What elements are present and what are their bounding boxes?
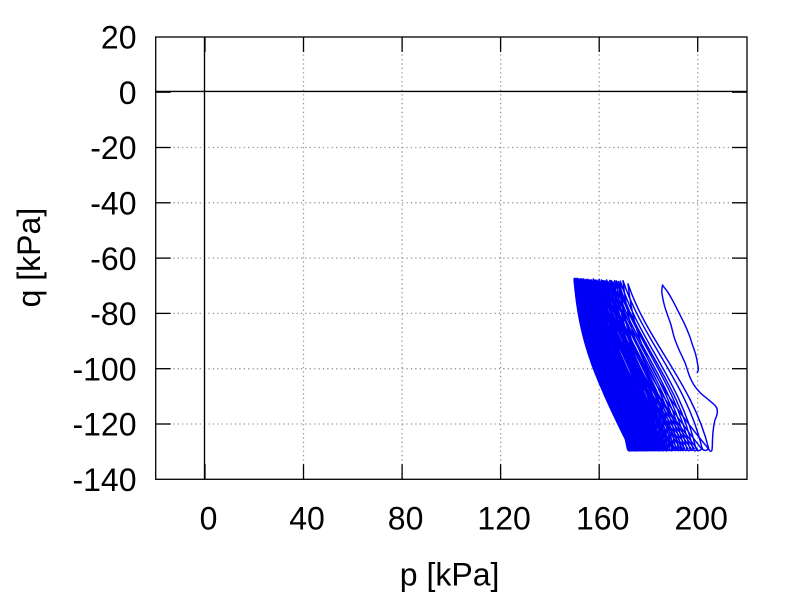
svg-text:q [kPa]: q [kPa] (11, 208, 47, 308)
svg-text:-120: -120 (72, 407, 136, 443)
svg-text:0: 0 (119, 75, 137, 111)
svg-text:-20: -20 (90, 130, 136, 166)
svg-text:160: 160 (576, 501, 629, 537)
svg-text:80: 80 (388, 501, 424, 537)
svg-text:-40: -40 (90, 186, 136, 222)
svg-text:120: 120 (477, 501, 530, 537)
svg-text:-140: -140 (72, 462, 136, 498)
svg-text:-60: -60 (90, 241, 136, 277)
svg-text:20: 20 (101, 20, 137, 56)
svg-text:-100: -100 (72, 351, 136, 387)
svg-text:0: 0 (200, 501, 218, 537)
svg-text:200: 200 (675, 501, 728, 537)
svg-text:p [kPa]: p [kPa] (400, 557, 500, 593)
svg-text:40: 40 (289, 501, 325, 537)
svg-text:-80: -80 (90, 296, 136, 332)
